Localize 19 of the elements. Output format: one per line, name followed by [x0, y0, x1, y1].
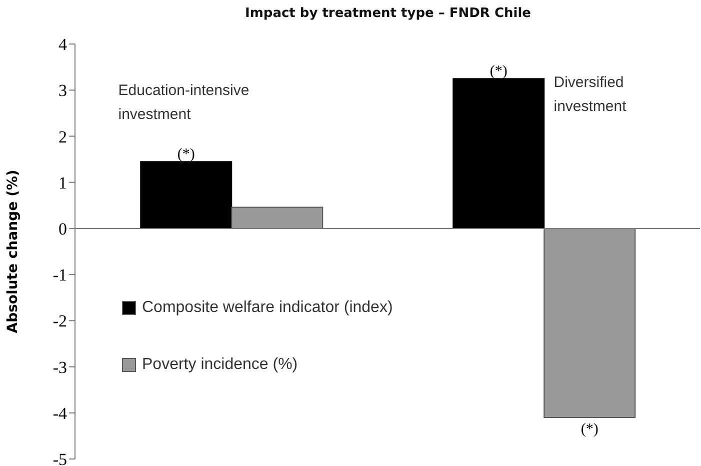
x-tick-label: Diversified investment [554, 74, 628, 115]
chart-title: Impact by treatment type – FNDR Chile [244, 6, 532, 21]
y-axis-title: Absolute change (%) [4, 170, 21, 334]
data-label: (*) [177, 146, 195, 163]
y-tick-label: 1 [58, 173, 67, 192]
y-tick-label: -4 [52, 404, 68, 423]
y-tick-label: 0 [58, 219, 67, 238]
y-tick-label: 2 [58, 127, 67, 146]
y-tick-label: -2 [52, 312, 67, 331]
y-tick-label: -1 [52, 266, 67, 285]
legend-label: Poverty incidence (%) [142, 356, 298, 374]
y-tick-label: -3 [52, 358, 67, 377]
y-tick-label: 4 [58, 35, 68, 54]
x-tick-label: Education-intensive investment [118, 82, 250, 123]
y-tick-label: 3 [58, 81, 67, 100]
y-tick-label: -5 [52, 450, 67, 466]
legend-label: Composite welfare indicator (index) [142, 299, 393, 317]
data-label: (*) [490, 64, 508, 80]
data-label: (*) [580, 422, 598, 438]
